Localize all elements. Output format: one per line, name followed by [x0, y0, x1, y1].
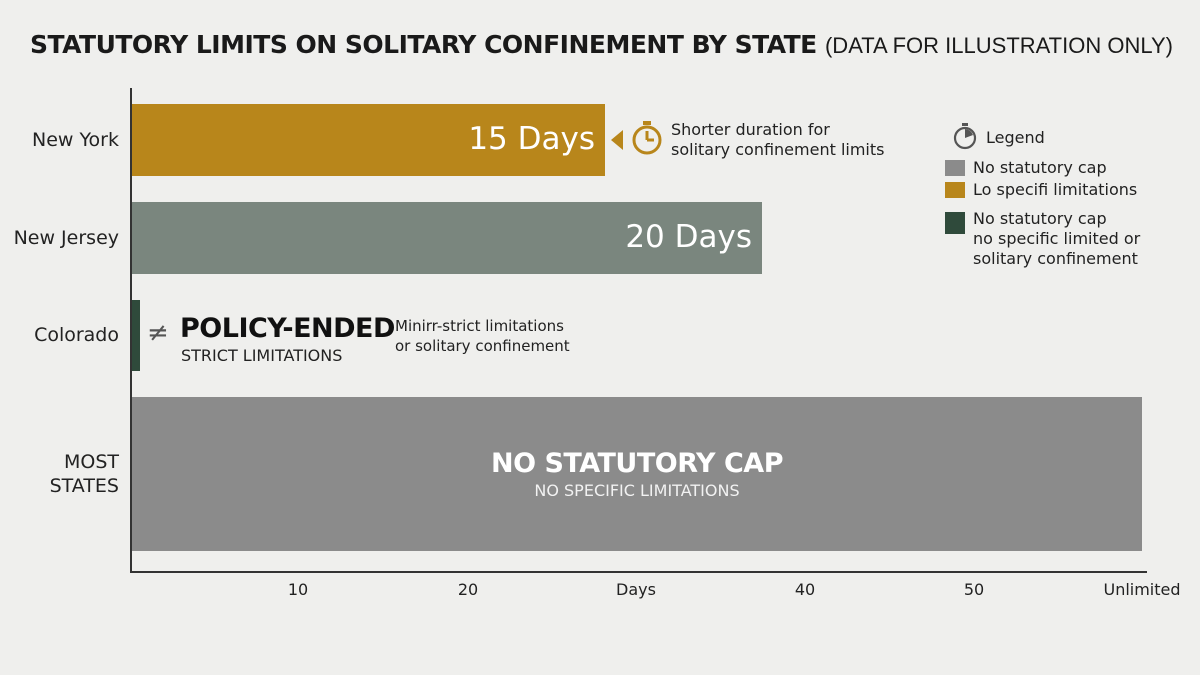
x-tick-unlimited: Unlimited — [1103, 580, 1181, 599]
bar-new-jersey — [132, 202, 762, 274]
bar-value-new-jersey: 20 Days — [625, 219, 752, 255]
legend-item-limitations: Lo specifi limitations — [973, 180, 1138, 199]
x-tick-40: 40 — [794, 580, 816, 599]
category-label-new-york: New York — [31, 129, 119, 151]
legend-swatch-gray — [945, 160, 965, 176]
legend-item-no-cap: No statutory cap — [973, 158, 1107, 177]
category-label-new-jersey: New Jersey — [13, 227, 119, 249]
new-york-note-line1: Shorter duration for — [671, 120, 830, 139]
colorado-note: Minirr-strict limitations or solitary co… — [395, 316, 570, 356]
legend-item3-line1: No statutory cap — [973, 209, 1107, 228]
legend-item3-line3: solitary confinement — [973, 249, 1138, 268]
chart-title: STATUTORY LIMITS ON SOLITARY CONFINEMENT… — [30, 30, 1173, 59]
bar-colorado — [132, 300, 140, 371]
most-states-small-label: NO SPECIFIC LIMITATIONS — [534, 481, 740, 500]
x-tick-20: 20 — [457, 580, 479, 599]
bar-new-york — [132, 104, 605, 176]
legend-swatch-dark-green — [945, 212, 965, 234]
colorado-policy-label: POLICY-ENDED — [180, 313, 395, 344]
title-subtitle: (DATA FOR ILLUSTRATION ONLY) — [824, 33, 1173, 58]
x-axis-line — [130, 571, 1147, 573]
legend-stopwatch-icon — [953, 123, 977, 150]
bar-value-new-york: 15 Days — [468, 121, 595, 157]
stopwatch-icon — [632, 121, 662, 155]
y-axis-line — [130, 88, 132, 573]
most-states-big-label: NO STATUTORY CAP — [491, 448, 784, 479]
colorado-strict-label: STRICT LIMITATIONS — [181, 346, 343, 365]
legend-item3-line2: no specific limited or — [973, 229, 1141, 248]
colorado-note-line2: or solitary confinement — [395, 337, 570, 355]
legend-swatch-gold — [945, 182, 965, 198]
triangle-left-icon — [611, 130, 623, 150]
x-tick-50: 50 — [963, 580, 985, 599]
x-tick-10: 10 — [287, 580, 309, 599]
legend-item-no-specific: No statutory cap no specific limited or … — [973, 209, 1140, 269]
legend-title: Legend — [986, 128, 1045, 147]
bar-most-states — [132, 397, 1142, 551]
new-york-note: Shorter duration for solitary confinemen… — [671, 120, 884, 160]
category-label-colorado: Colorado — [34, 324, 119, 346]
colorado-note-line1: Minirr-strict limitations — [395, 317, 564, 335]
new-york-note-line2: solitary confinement limits — [671, 140, 885, 159]
not-equal-icon: ≠ — [147, 318, 169, 348]
title-main: STATUTORY LIMITS ON SOLITARY CONFINEMENT… — [30, 30, 817, 59]
category-label-most-states: MOST STATES — [49, 451, 119, 497]
x-axis-label-days: Days — [616, 580, 656, 599]
